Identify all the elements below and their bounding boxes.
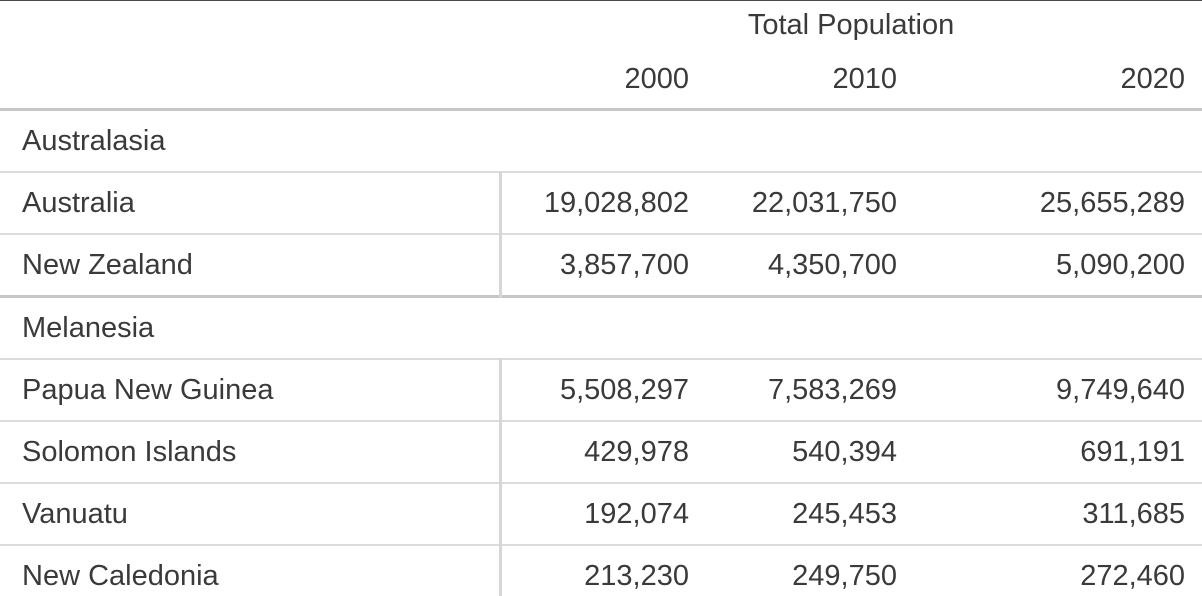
table-row-new-caledonia: New Caledonia 213,230 249,750 272,460 xyxy=(0,544,1202,596)
table-row-vanuatu: Vanuatu 192,074 245,453 311,685 xyxy=(0,482,1202,545)
country-label: Australia xyxy=(0,171,500,234)
table-row-australia: Australia 19,028,802 22,031,750 25,655,2… xyxy=(0,171,1202,234)
value-2020: 691,191 xyxy=(914,420,1202,483)
value-2000: 19,028,802 xyxy=(498,171,706,234)
value-2020: 5,090,200 xyxy=(914,233,1202,297)
table-row-solomon-islands: Solomon Islands 429,978 540,394 691,191 xyxy=(0,420,1202,483)
value-2020: 272,460 xyxy=(914,544,1202,596)
section-header-australasia: Australasia xyxy=(0,108,1202,172)
table-header: Total Population 2000 2010 2020 xyxy=(0,0,1202,110)
section-label: Australasia xyxy=(0,108,1202,172)
column-header-2010: 2010 xyxy=(832,62,897,95)
top-edge-divider xyxy=(0,0,1202,1)
country-label: New Zealand xyxy=(0,233,500,297)
header-spacer-cell xyxy=(0,0,500,50)
header-title-row: Total Population xyxy=(0,0,1202,50)
section-header-melanesia: Melanesia xyxy=(0,295,1202,359)
value-2000: 192,074 xyxy=(498,482,706,545)
table-title: Total Population xyxy=(747,8,955,41)
header-years-row: 2000 2010 2020 xyxy=(0,50,1202,110)
value-2010: 4,350,700 xyxy=(706,233,914,297)
country-label: Vanuatu xyxy=(0,482,500,545)
value-2010: 540,394 xyxy=(706,420,914,483)
value-2020: 311,685 xyxy=(914,482,1202,545)
table-row-papua-new-guinea: Papua New Guinea 5,508,297 7,583,269 9,7… xyxy=(0,358,1202,421)
header-spacer-cell xyxy=(0,50,500,110)
table-row-new-zealand: New Zealand 3,857,700 4,350,700 5,090,20… xyxy=(0,233,1202,297)
value-2020: 9,749,640 xyxy=(914,358,1202,421)
country-label: New Caledonia xyxy=(0,544,500,596)
section-label: Melanesia xyxy=(0,295,1202,359)
value-2020: 25,655,289 xyxy=(914,171,1202,234)
table-body: Australasia Australia 19,028,802 22,031,… xyxy=(0,108,1202,596)
value-2010: 245,453 xyxy=(706,482,914,545)
value-2000: 3,857,700 xyxy=(498,233,706,297)
value-2010: 22,031,750 xyxy=(706,171,914,234)
value-2000: 429,978 xyxy=(498,420,706,483)
column-header-2000: 2000 xyxy=(624,62,689,95)
country-label: Papua New Guinea xyxy=(0,358,500,421)
country-label: Solomon Islands xyxy=(0,420,500,483)
column-header-2020: 2020 xyxy=(1120,62,1186,95)
value-2010: 249,750 xyxy=(706,544,914,596)
value-2000: 5,508,297 xyxy=(498,358,706,421)
value-2000: 213,230 xyxy=(498,544,706,596)
value-2010: 7,583,269 xyxy=(706,358,914,421)
